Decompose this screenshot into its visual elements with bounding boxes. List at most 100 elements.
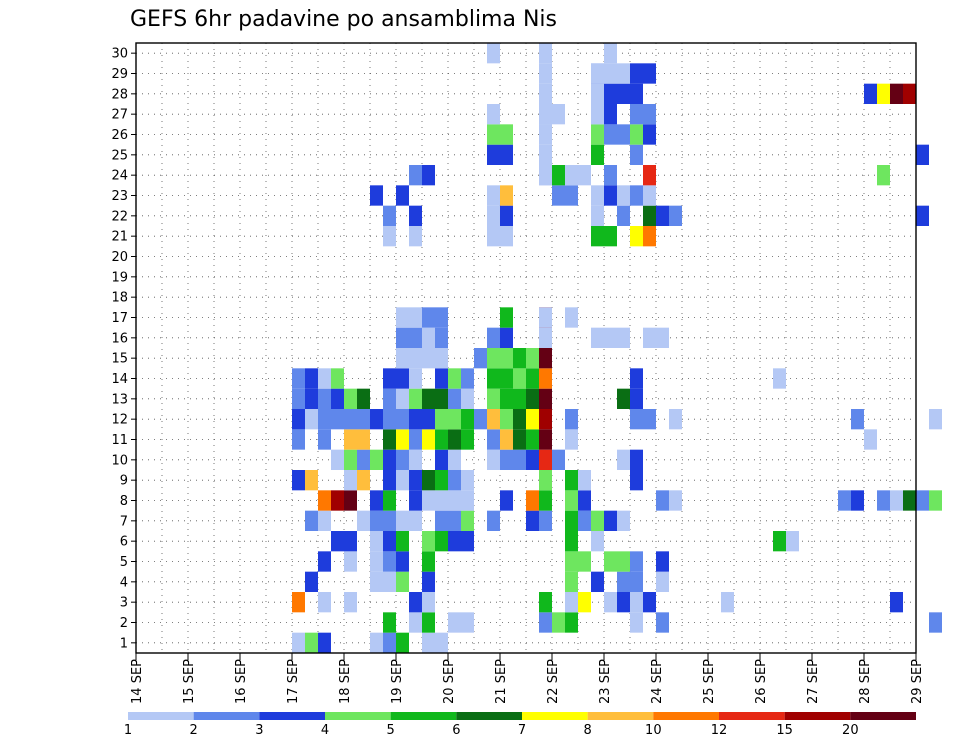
y-tick-label: 10 <box>111 453 128 468</box>
heatmap-cell <box>396 348 409 369</box>
x-axis: 14 SEP 15 SEP 16 SEP 17 SEP 18 SEP 19 SEP 20 S… <box>130 653 925 704</box>
heatmap-cell <box>409 490 422 511</box>
x-tick-label: 15 SEP <box>182 659 197 704</box>
heatmap-cell <box>643 205 656 226</box>
heatmap-cell <box>500 348 513 369</box>
y-tick-label: 2 <box>120 616 128 631</box>
heatmap-cell <box>539 470 552 491</box>
colorbar-swatch <box>719 712 785 720</box>
heatmap-cell <box>591 124 604 145</box>
heatmap-cell <box>552 612 565 633</box>
y-tick-label: 15 <box>111 352 128 367</box>
heatmap-cell <box>435 632 448 653</box>
heatmap-cell <box>591 205 604 226</box>
heatmap-cell <box>396 531 409 552</box>
y-tick-label: 19 <box>111 270 128 285</box>
colorbar-label: 4 <box>321 723 329 738</box>
colorbar-swatch <box>653 712 719 720</box>
heatmap-cell <box>526 490 539 511</box>
heatmap-cell <box>916 490 929 511</box>
heatmap-cell <box>604 165 617 186</box>
heatmap-cell <box>461 429 474 450</box>
heatmap-cell <box>552 104 565 125</box>
heatmap-cell <box>396 429 409 450</box>
heatmap-cell <box>617 571 630 592</box>
heatmap-cell <box>513 449 526 470</box>
y-tick-label: 23 <box>111 189 128 204</box>
heatmap-cell <box>474 348 487 369</box>
heatmap-cell <box>344 592 357 613</box>
heatmap-cell <box>565 409 578 430</box>
heatmap-cell <box>565 612 578 633</box>
heatmap-cell <box>422 470 435 491</box>
heatmap-cell <box>487 510 500 531</box>
heatmap-cell <box>487 124 500 145</box>
heatmap-cell <box>591 63 604 84</box>
heatmap-cell <box>409 429 422 450</box>
heatmap-cell <box>877 490 890 511</box>
heatmap-cell <box>383 531 396 552</box>
heatmap-cell <box>526 449 539 470</box>
colorbar-swatch <box>850 712 916 720</box>
colorbar-label: 2 <box>190 723 198 738</box>
heatmap-cell <box>396 449 409 470</box>
heatmap-cell <box>461 388 474 409</box>
heatmap-cell <box>435 388 448 409</box>
heatmap-cell <box>539 409 552 430</box>
heatmap-cell <box>539 124 552 145</box>
heatmap-cell <box>383 612 396 633</box>
heatmap-cell <box>500 449 513 470</box>
heatmap-cell <box>435 470 448 491</box>
heatmap-cell <box>435 307 448 328</box>
heatmap-cell <box>448 409 461 430</box>
heatmap-cell <box>331 490 344 511</box>
heatmap-cell <box>383 632 396 653</box>
heatmap-cell <box>591 226 604 247</box>
heatmap-cell <box>422 632 435 653</box>
heatmap-cell <box>565 592 578 613</box>
heatmap-cell <box>669 205 682 226</box>
colorbar-swatch <box>390 712 457 720</box>
y-tick-label: 9 <box>120 474 128 489</box>
heatmap-cell <box>851 409 864 430</box>
heatmap-cell <box>604 592 617 613</box>
heatmap-cell <box>396 632 409 653</box>
heatmap-cell <box>448 388 461 409</box>
heatmap-cell <box>630 83 643 104</box>
heatmap-cell <box>383 409 396 430</box>
heatmap-cell <box>487 327 500 348</box>
heatmap-cell <box>331 449 344 470</box>
x-tick-label: 23 SEP <box>598 659 613 704</box>
heatmap-cell <box>344 551 357 572</box>
heatmap-cell <box>422 388 435 409</box>
heatmap-cell <box>604 43 617 64</box>
heatmap-cell <box>409 368 422 389</box>
colorbar-swatch <box>784 712 851 720</box>
heatmap-cell <box>526 348 539 369</box>
x-tick-label: 24 SEP <box>650 659 665 704</box>
heatmap-cell <box>890 592 903 613</box>
heatmap-cell <box>318 409 331 430</box>
heatmap-cell <box>305 368 318 389</box>
heatmap-cell <box>305 571 318 592</box>
heatmap-cell <box>656 490 669 511</box>
heatmap-cell <box>461 490 474 511</box>
heatmap-cell <box>383 388 396 409</box>
heatmap-cell <box>539 307 552 328</box>
heatmap-cell <box>526 429 539 450</box>
heatmap-cell <box>539 490 552 511</box>
heatmap-cell <box>578 510 591 531</box>
heatmap-cell <box>409 307 422 328</box>
heatmap-cell <box>565 307 578 328</box>
y-tick-label: 28 <box>111 87 128 102</box>
heatmap-cell <box>916 205 929 226</box>
heatmap-cell <box>383 449 396 470</box>
colorbar-swatch <box>325 712 391 720</box>
heatmap-cell <box>630 551 643 572</box>
heatmap-cell <box>500 144 513 165</box>
heatmap-cell <box>630 612 643 633</box>
y-tick-label: 26 <box>111 128 128 143</box>
heatmap-cell <box>838 490 851 511</box>
heatmap-cell <box>448 531 461 552</box>
